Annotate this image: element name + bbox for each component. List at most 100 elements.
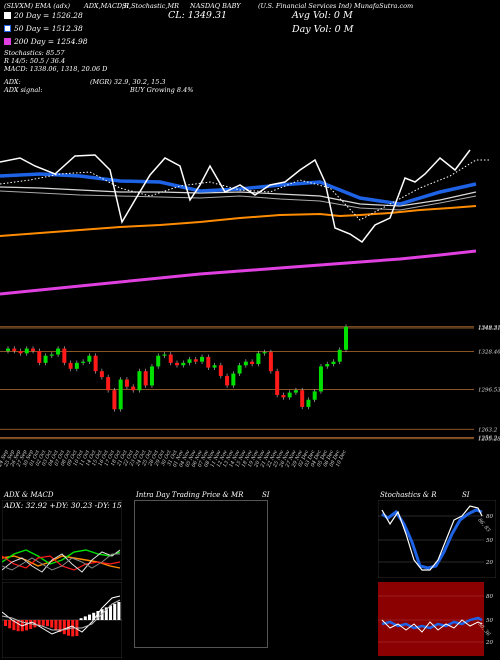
candle-body <box>6 348 10 351</box>
price-level-label: 1349.31 <box>478 325 500 331</box>
adx-signal-value: BUY Growing 8.4% <box>130 86 194 94</box>
stochastics-title: Stochastics & R <box>380 491 437 499</box>
candle-body <box>68 362 73 369</box>
header-segment-1: (SLVXM) EMA (adx) <box>4 2 71 10</box>
candle-body <box>187 359 192 363</box>
candle-body <box>218 365 223 376</box>
header-segment-5: (U.S. Financial Services Ind) MunafaSutr… <box>258 2 414 10</box>
ma50-swatch <box>4 25 11 32</box>
macd-bar <box>8 620 12 629</box>
candle-body <box>206 356 211 368</box>
candle-body <box>49 354 54 356</box>
stoch-tick-50: 50 <box>486 538 493 544</box>
adx-signal-label: ADX signal: <box>4 86 43 94</box>
candle-body <box>106 377 111 391</box>
header-segment-3: SI,Stochastic,MR <box>122 2 180 10</box>
candle-body <box>331 361 336 365</box>
price-level-label: 1328.46 <box>478 350 500 356</box>
adx-value: (MGR) 32.9, 30.2, 15.3 <box>90 78 166 86</box>
macd-panel <box>2 582 122 658</box>
candle-body <box>87 355 92 362</box>
candle-body <box>168 354 173 363</box>
macd-readout: MACD: 1338.06, 1318, 20.06 D <box>4 65 108 73</box>
candle-body <box>24 348 29 354</box>
stochastics-panel: 80 50 20 86, 83 <box>378 500 496 578</box>
price-level-lines <box>0 326 474 440</box>
macd-bar <box>96 611 100 620</box>
ma50-label: 50 Day = 1512.38 <box>14 24 83 33</box>
macd-bar <box>104 607 108 620</box>
rsi-tick-50: 50 <box>486 618 493 624</box>
ma20-legend: 20 Day = 1526.28 <box>4 11 83 20</box>
macd-bar <box>83 616 87 620</box>
orange-line <box>0 205 477 237</box>
ma50-legend: 50 Day = 1512.38 <box>4 24 83 33</box>
candle-body <box>156 355 161 367</box>
intraday-si-label: SI <box>262 491 270 499</box>
candle-body <box>225 375 230 386</box>
candle-body <box>231 373 236 386</box>
candle-body <box>293 390 298 393</box>
candle-body <box>12 348 17 351</box>
candle-body <box>262 352 267 354</box>
adx-caption: ADX: 32.92 +DY: 30.23 -DY: 15.26 <box>3 501 122 510</box>
intraday-panel <box>134 500 268 648</box>
candle-body <box>93 355 98 372</box>
macd-bar <box>50 620 54 628</box>
avg-volume: Avg Vol: 0 M <box>292 10 353 21</box>
candle-body <box>306 399 311 407</box>
candle-body <box>237 365 242 374</box>
candle-body <box>37 350 42 363</box>
candle-body <box>281 395 286 398</box>
price-level-label: 1296.53 <box>478 388 500 394</box>
macd-bar <box>25 620 28 631</box>
candle-body <box>344 326 348 350</box>
candle-body <box>143 371 148 386</box>
r-readout: R 14/5: 50.5 / 36.4 <box>4 57 66 65</box>
candle-body <box>325 364 330 367</box>
candle-body <box>287 392 292 398</box>
ma20-label: 20 Day = 1526.28 <box>14 11 83 20</box>
candle-body <box>181 362 186 366</box>
candle-body <box>275 371 280 395</box>
price-level-label: 1348.31 <box>478 326 500 332</box>
candles <box>6 324 348 412</box>
macd-bar <box>58 620 62 633</box>
stochastics-si-label: SI <box>462 491 470 499</box>
candle-body <box>312 391 317 400</box>
candle-body <box>250 361 255 365</box>
ma200-label: 200 Day = 1254.98 <box>14 37 88 46</box>
intraday-title: Intra Day Trading Price & MR <box>136 491 244 499</box>
day-volume: Day Vol: 0 M <box>292 24 354 35</box>
stoch-tick-80: 80 <box>486 514 493 520</box>
stochastic-readout: Stochastics: 85.57 <box>4 49 65 57</box>
close-price: CL: 1349.31 <box>168 10 228 21</box>
macd-bar <box>37 620 41 627</box>
macd-bar <box>113 603 117 620</box>
candle-body <box>149 366 154 386</box>
ma20-swatch <box>4 12 11 19</box>
ma-grey-line-a <box>0 186 477 207</box>
candle-body <box>212 365 217 368</box>
macd-bar <box>16 620 20 632</box>
ma50-line <box>0 172 477 206</box>
candle-body <box>81 361 86 363</box>
candle-body <box>31 348 36 351</box>
candle-body <box>137 371 142 391</box>
header-segment-4: NASDAQ BABY <box>190 2 241 10</box>
price-level-label: 1263.2 <box>478 427 498 433</box>
candle-body <box>62 348 67 363</box>
candle-body <box>18 350 23 354</box>
macd-bar <box>92 612 96 620</box>
date-tick-label: 24 Sep <box>0 449 10 469</box>
adx-macd-title: ADX & MACD <box>4 491 54 499</box>
candle-body <box>200 356 205 362</box>
dotted-line <box>0 159 490 221</box>
candle-body <box>162 354 167 356</box>
ma-chart <box>0 149 490 296</box>
macd-bar <box>12 620 16 631</box>
candle-body <box>56 348 61 355</box>
